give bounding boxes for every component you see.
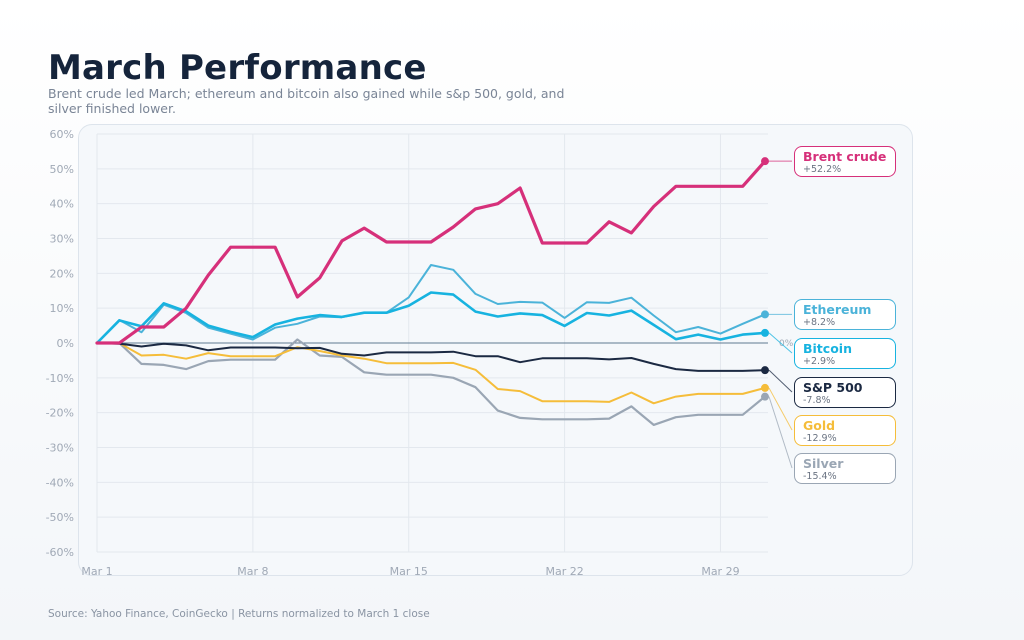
zero-line-label: 0% bbox=[779, 339, 794, 349]
x-tick-label: Mar 22 bbox=[545, 565, 583, 578]
chart-subtitle: Brent crude led March; ethereum and bitc… bbox=[48, 86, 565, 116]
y-tick-label: 30% bbox=[50, 233, 74, 246]
endpoint-ethereum bbox=[761, 310, 769, 319]
endpoint-gold bbox=[761, 383, 769, 392]
y-tick-label: -20% bbox=[46, 407, 74, 420]
series-name: Ethereum bbox=[803, 302, 872, 317]
connector-gold bbox=[768, 387, 793, 431]
series-final-value: -15.4% bbox=[803, 471, 837, 482]
endpoint-s-p-500 bbox=[761, 366, 769, 375]
x-tick-label: Mar 15 bbox=[390, 565, 428, 578]
endpoint-bitcoin bbox=[761, 328, 769, 337]
endpoint-brent-crude bbox=[761, 157, 769, 166]
series-final-value: +2.9% bbox=[803, 356, 836, 367]
series-line-silver bbox=[95, 338, 767, 426]
series-label-bitcoin: Bitcoin +2.9% bbox=[794, 338, 896, 369]
y-tick-label: -40% bbox=[46, 476, 74, 489]
y-tick-label: 60% bbox=[50, 128, 74, 141]
zero-line-group: 0% bbox=[97, 339, 794, 349]
series-final-value: +8.2% bbox=[803, 317, 836, 328]
source-note: Source: Yahoo Finance, CoinGecko | Retur… bbox=[48, 608, 430, 620]
y-tick-label: -10% bbox=[46, 372, 74, 385]
series-name: Bitcoin bbox=[803, 341, 852, 356]
series-name: Brent crude bbox=[803, 149, 887, 164]
y-tick-label: 50% bbox=[50, 163, 74, 176]
x-tick-label: Mar 8 bbox=[237, 565, 268, 578]
series-label-s-p-500: S&P 500 -7.8% bbox=[794, 377, 896, 408]
series-name: Silver bbox=[803, 456, 844, 471]
series-final-value: +52.2% bbox=[803, 164, 842, 175]
series-line-bitcoin bbox=[95, 291, 767, 345]
connector-s-p-500 bbox=[768, 369, 793, 393]
series-line-gold bbox=[96, 342, 766, 405]
y-tick-label: -60% bbox=[46, 546, 74, 559]
y-tick-label: 40% bbox=[50, 198, 74, 211]
x-tick-label: Mar 29 bbox=[701, 565, 739, 578]
connector-bitcoin bbox=[768, 332, 793, 354]
y-tick-label: 20% bbox=[50, 267, 74, 280]
series-line-s-p-500 bbox=[96, 342, 766, 372]
series-name: S&P 500 bbox=[803, 380, 863, 395]
x-tick-label: Mar 1 bbox=[81, 565, 112, 578]
endpoint-silver bbox=[761, 392, 769, 401]
series-lines bbox=[95, 157, 769, 426]
series-final-value: -7.8% bbox=[803, 395, 831, 406]
series-line-brent-crude bbox=[95, 159, 767, 345]
connector-silver bbox=[768, 396, 793, 469]
chart-title: March Performance bbox=[48, 48, 427, 88]
series-line-ethereum bbox=[96, 264, 766, 344]
series-final-value: -12.9% bbox=[803, 433, 837, 444]
y-tick-label: -30% bbox=[46, 442, 74, 455]
series-label-brent-crude: Brent crude +52.2% bbox=[794, 146, 896, 177]
y-tick-label: 10% bbox=[50, 302, 74, 315]
label-connectors bbox=[768, 160, 793, 469]
series-label-gold: Gold -12.9% bbox=[794, 415, 896, 446]
series-label-silver: Silver -15.4% bbox=[794, 453, 896, 484]
series-name: Gold bbox=[803, 418, 836, 433]
y-tick-label: -50% bbox=[46, 511, 74, 524]
y-axis-ticks: 60% 50% 40% 30% 20% 10% 0% -10% -20% -30% -40% -50%… bbox=[46, 128, 74, 559]
x-axis-ticks: Mar 1 Mar 8 Mar 15 Mar 22 Mar 29 bbox=[81, 565, 739, 578]
series-label-ethereum: Ethereum +8.2% bbox=[794, 299, 896, 330]
y-tick-label: 0% bbox=[57, 337, 74, 350]
